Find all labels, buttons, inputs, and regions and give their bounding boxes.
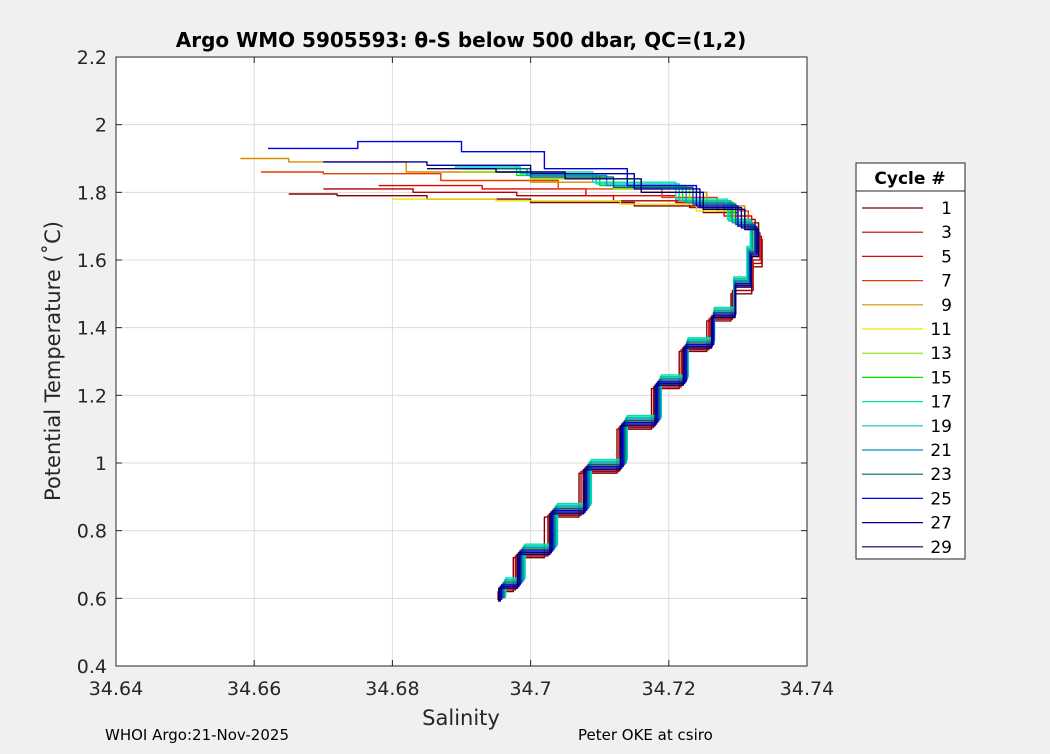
y-tick-label: 0.6 <box>77 588 107 610</box>
legend-box <box>855 162 966 560</box>
series-line-cycle-3 <box>323 188 763 600</box>
x-tick-label: 34.7 <box>509 678 551 700</box>
y-tick-label: 0.8 <box>77 521 107 543</box>
legend-label-cycle-23: 23 <box>930 465 952 485</box>
legend-label-cycle-11: 11 <box>930 320 952 340</box>
series-line-cycle-25 <box>268 140 757 600</box>
legend-label-cycle-25: 25 <box>930 489 952 509</box>
y-tick-label: 1.2 <box>77 385 107 407</box>
y-tick-label: 1.6 <box>77 250 107 272</box>
legend-label-cycle-5: 5 <box>941 247 952 267</box>
series-line-cycle-19 <box>454 166 752 599</box>
x-tick-label: 34.68 <box>365 678 419 700</box>
series-line-cycle-1 <box>288 193 763 600</box>
series-line-cycle-23 <box>461 168 756 599</box>
axes-box <box>115 56 808 667</box>
legend-label-cycle-29: 29 <box>930 538 952 558</box>
plot-area <box>116 57 807 666</box>
legend-title: Cycle # <box>874 169 945 189</box>
x-axis-label: Salinity <box>422 706 500 730</box>
series-line-cycle-17 <box>447 164 751 597</box>
legend-label-cycle-9: 9 <box>941 296 952 316</box>
y-tick-label: 1.8 <box>77 182 107 204</box>
y-tick-label: 0.4 <box>77 656 107 678</box>
y-tick-label: 2 <box>95 115 107 137</box>
legend-label-cycle-3: 3 <box>941 223 952 243</box>
x-tick-label: 34.66 <box>227 678 281 700</box>
legend-label-cycle-19: 19 <box>930 417 952 437</box>
footer-right: Peter OKE at csiro <box>578 726 713 744</box>
y-tick-label: 2.2 <box>77 47 107 69</box>
x-tick-label: 34.72 <box>642 678 696 700</box>
legend-label-cycle-1: 1 <box>941 199 952 219</box>
y-tick-label: 1 <box>95 453 107 475</box>
x-tick-label: 34.74 <box>780 678 834 700</box>
legend-label-cycle-27: 27 <box>930 514 952 534</box>
series-layer <box>240 140 763 602</box>
legend-label-cycle-17: 17 <box>930 393 952 413</box>
legend-label-cycle-15: 15 <box>930 368 952 388</box>
legend-label-cycle-13: 13 <box>930 344 952 364</box>
chart-title: Argo WMO 5905593: θ-S below 500 dbar, QC… <box>176 28 746 52</box>
series-line-cycle-29 <box>427 168 760 602</box>
footer-left: WHOI Argo:21-Nov-2025 <box>105 726 289 744</box>
legend-label-cycle-7: 7 <box>941 272 952 292</box>
y-tick-label: 1.4 <box>77 318 107 340</box>
x-tick-label: 34.64 <box>89 678 143 700</box>
legend-label-cycle-21: 21 <box>930 441 952 461</box>
tick-layer: 34.64 34.66 34.68 34.7 34.72 34.74 0.4 0.6 0.8 1 1… <box>77 47 834 700</box>
y-axis-label: Potential Temperature (˚C) <box>41 221 65 501</box>
